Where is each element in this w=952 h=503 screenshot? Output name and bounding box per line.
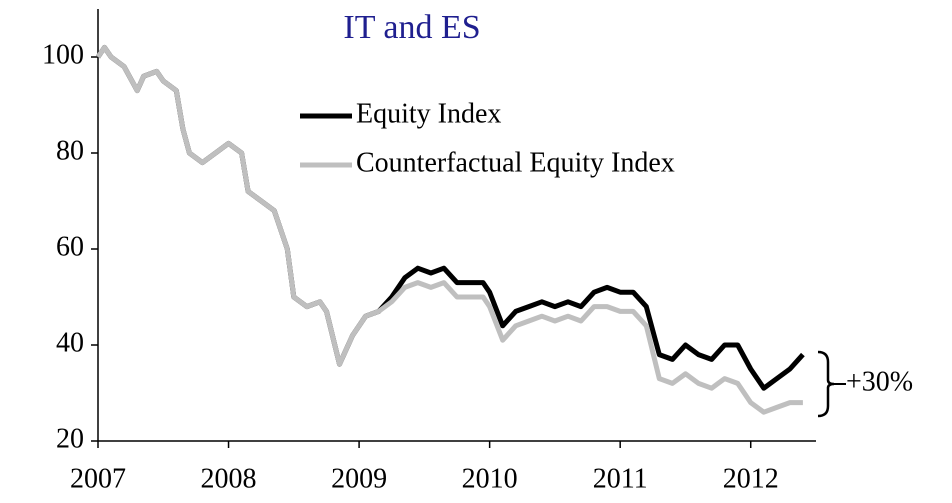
y-tick-label: 20 — [56, 423, 84, 454]
x-tick-label: 2011 — [593, 463, 648, 494]
series-line — [95, 44, 803, 415]
x-tick-label: 2012 — [723, 463, 779, 494]
chart-title: IT and ES — [343, 9, 480, 46]
y-tick-label: 40 — [56, 327, 84, 358]
legend-label: Equity Index — [356, 98, 501, 129]
x-tick-label: 2009 — [331, 463, 387, 494]
legend-label: Counterfactual Equity Index — [356, 147, 675, 178]
y-tick-label: 60 — [56, 231, 84, 262]
annotation: +30% — [846, 366, 913, 397]
y-tick-label: 100 — [42, 39, 84, 70]
x-tick-label: 2010 — [462, 463, 518, 494]
y-tick-label: 80 — [56, 135, 84, 166]
bracket — [817, 350, 835, 418]
x-tick-label: 2007 — [70, 463, 126, 494]
x-tick-label: 2008 — [201, 463, 257, 494]
